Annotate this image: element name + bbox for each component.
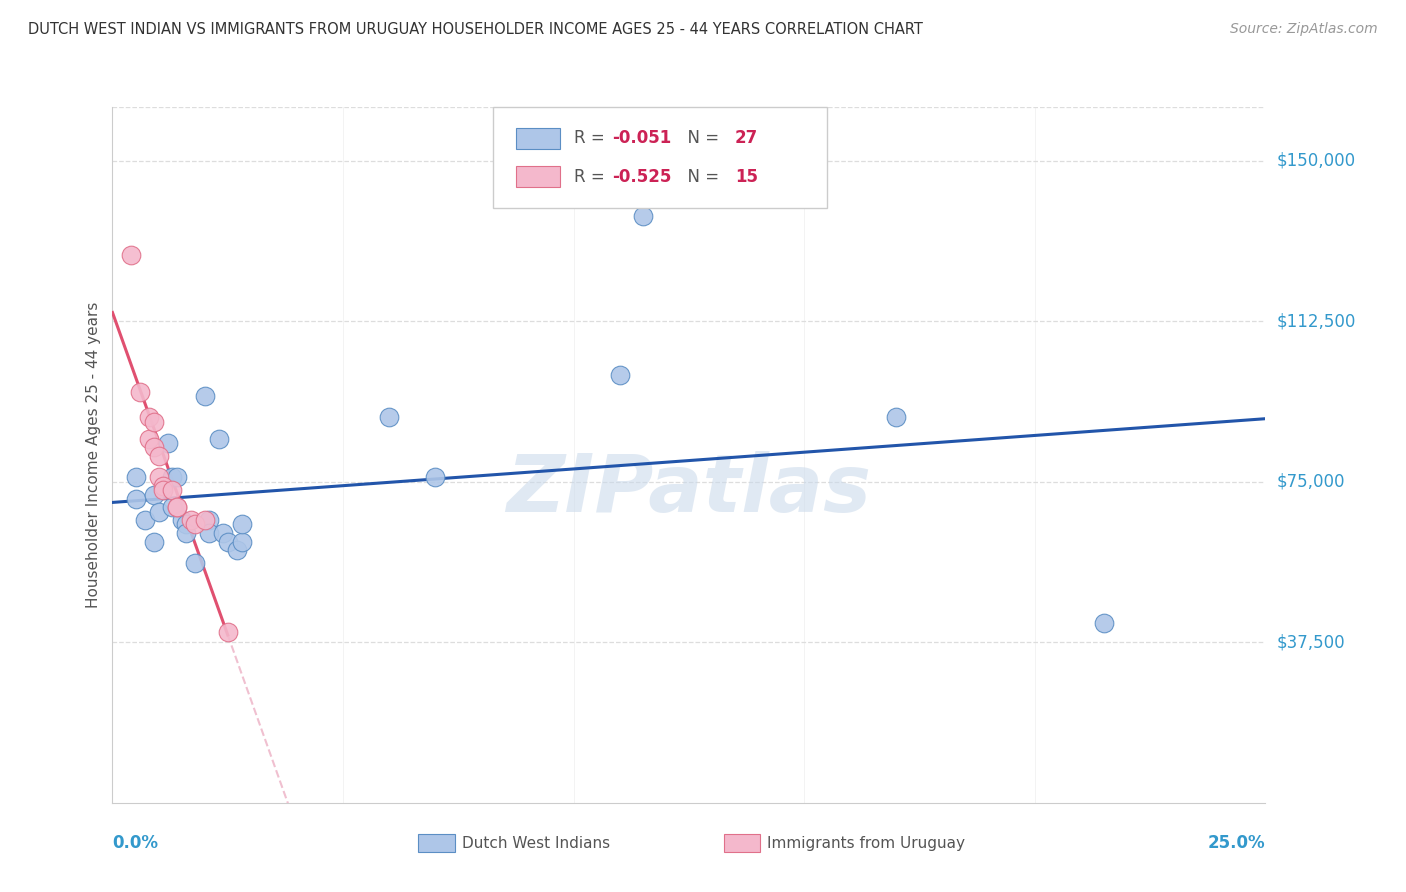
Text: 15: 15 bbox=[735, 168, 758, 186]
Point bbox=[198, 526, 221, 541]
Point bbox=[138, 410, 160, 425]
Point bbox=[138, 432, 160, 446]
Point bbox=[162, 483, 184, 498]
Text: -0.525: -0.525 bbox=[612, 168, 671, 186]
Point bbox=[148, 470, 170, 484]
Point bbox=[162, 500, 184, 515]
Point bbox=[212, 526, 235, 541]
Point bbox=[124, 470, 146, 484]
Text: ZIPatlas: ZIPatlas bbox=[506, 450, 872, 529]
Text: $150,000: $150,000 bbox=[1277, 152, 1355, 169]
Point bbox=[217, 534, 239, 549]
Text: DUTCH WEST INDIAN VS IMMIGRANTS FROM URUGUAY HOUSEHOLDER INCOME AGES 25 - 44 YEA: DUTCH WEST INDIAN VS IMMIGRANTS FROM URU… bbox=[28, 22, 922, 37]
Point bbox=[129, 384, 152, 399]
Text: N =: N = bbox=[678, 129, 724, 147]
Point bbox=[166, 470, 188, 484]
Text: 0.0%: 0.0% bbox=[112, 834, 159, 852]
Text: N =: N = bbox=[678, 168, 724, 186]
Point bbox=[148, 505, 170, 519]
Text: Dutch West Indians: Dutch West Indians bbox=[461, 836, 610, 851]
Point bbox=[143, 487, 166, 501]
Point bbox=[631, 209, 654, 223]
Y-axis label: Householder Income Ages 25 - 44 years: Householder Income Ages 25 - 44 years bbox=[86, 301, 101, 608]
Text: $112,500: $112,500 bbox=[1277, 312, 1355, 330]
Text: 25.0%: 25.0% bbox=[1208, 834, 1265, 852]
Point bbox=[170, 513, 193, 527]
FancyBboxPatch shape bbox=[418, 834, 456, 852]
Text: -0.051: -0.051 bbox=[612, 129, 671, 147]
Text: R =: R = bbox=[574, 168, 610, 186]
Point bbox=[166, 500, 188, 515]
Point bbox=[886, 410, 908, 425]
Point bbox=[152, 479, 174, 493]
Point bbox=[1092, 615, 1115, 630]
Point bbox=[120, 248, 142, 262]
FancyBboxPatch shape bbox=[494, 107, 827, 208]
Point bbox=[184, 556, 207, 570]
Point bbox=[198, 513, 221, 527]
FancyBboxPatch shape bbox=[516, 128, 560, 149]
Point bbox=[194, 389, 217, 403]
Point bbox=[217, 624, 239, 639]
Point bbox=[194, 513, 217, 527]
Point bbox=[425, 470, 447, 484]
Point bbox=[152, 483, 174, 498]
Text: R =: R = bbox=[574, 129, 610, 147]
Point bbox=[231, 534, 253, 549]
FancyBboxPatch shape bbox=[516, 166, 560, 187]
Point bbox=[148, 449, 170, 463]
Point bbox=[180, 513, 202, 527]
Text: Immigrants from Uruguay: Immigrants from Uruguay bbox=[768, 836, 966, 851]
Point bbox=[166, 500, 188, 515]
Point bbox=[609, 368, 631, 382]
Text: Source: ZipAtlas.com: Source: ZipAtlas.com bbox=[1230, 22, 1378, 37]
Point bbox=[124, 491, 146, 506]
Point bbox=[162, 470, 184, 484]
Point bbox=[378, 410, 401, 425]
FancyBboxPatch shape bbox=[724, 834, 761, 852]
Point bbox=[174, 526, 197, 541]
Text: 27: 27 bbox=[735, 129, 758, 147]
Text: $37,500: $37,500 bbox=[1277, 633, 1346, 651]
Point bbox=[143, 534, 166, 549]
Point bbox=[226, 543, 249, 558]
Point bbox=[184, 517, 207, 532]
Point bbox=[156, 436, 179, 450]
Point bbox=[134, 513, 156, 527]
Point bbox=[143, 441, 166, 455]
Point bbox=[207, 432, 229, 446]
Point bbox=[143, 415, 166, 429]
Point bbox=[174, 517, 197, 532]
Point bbox=[231, 517, 253, 532]
Text: $75,000: $75,000 bbox=[1277, 473, 1346, 491]
